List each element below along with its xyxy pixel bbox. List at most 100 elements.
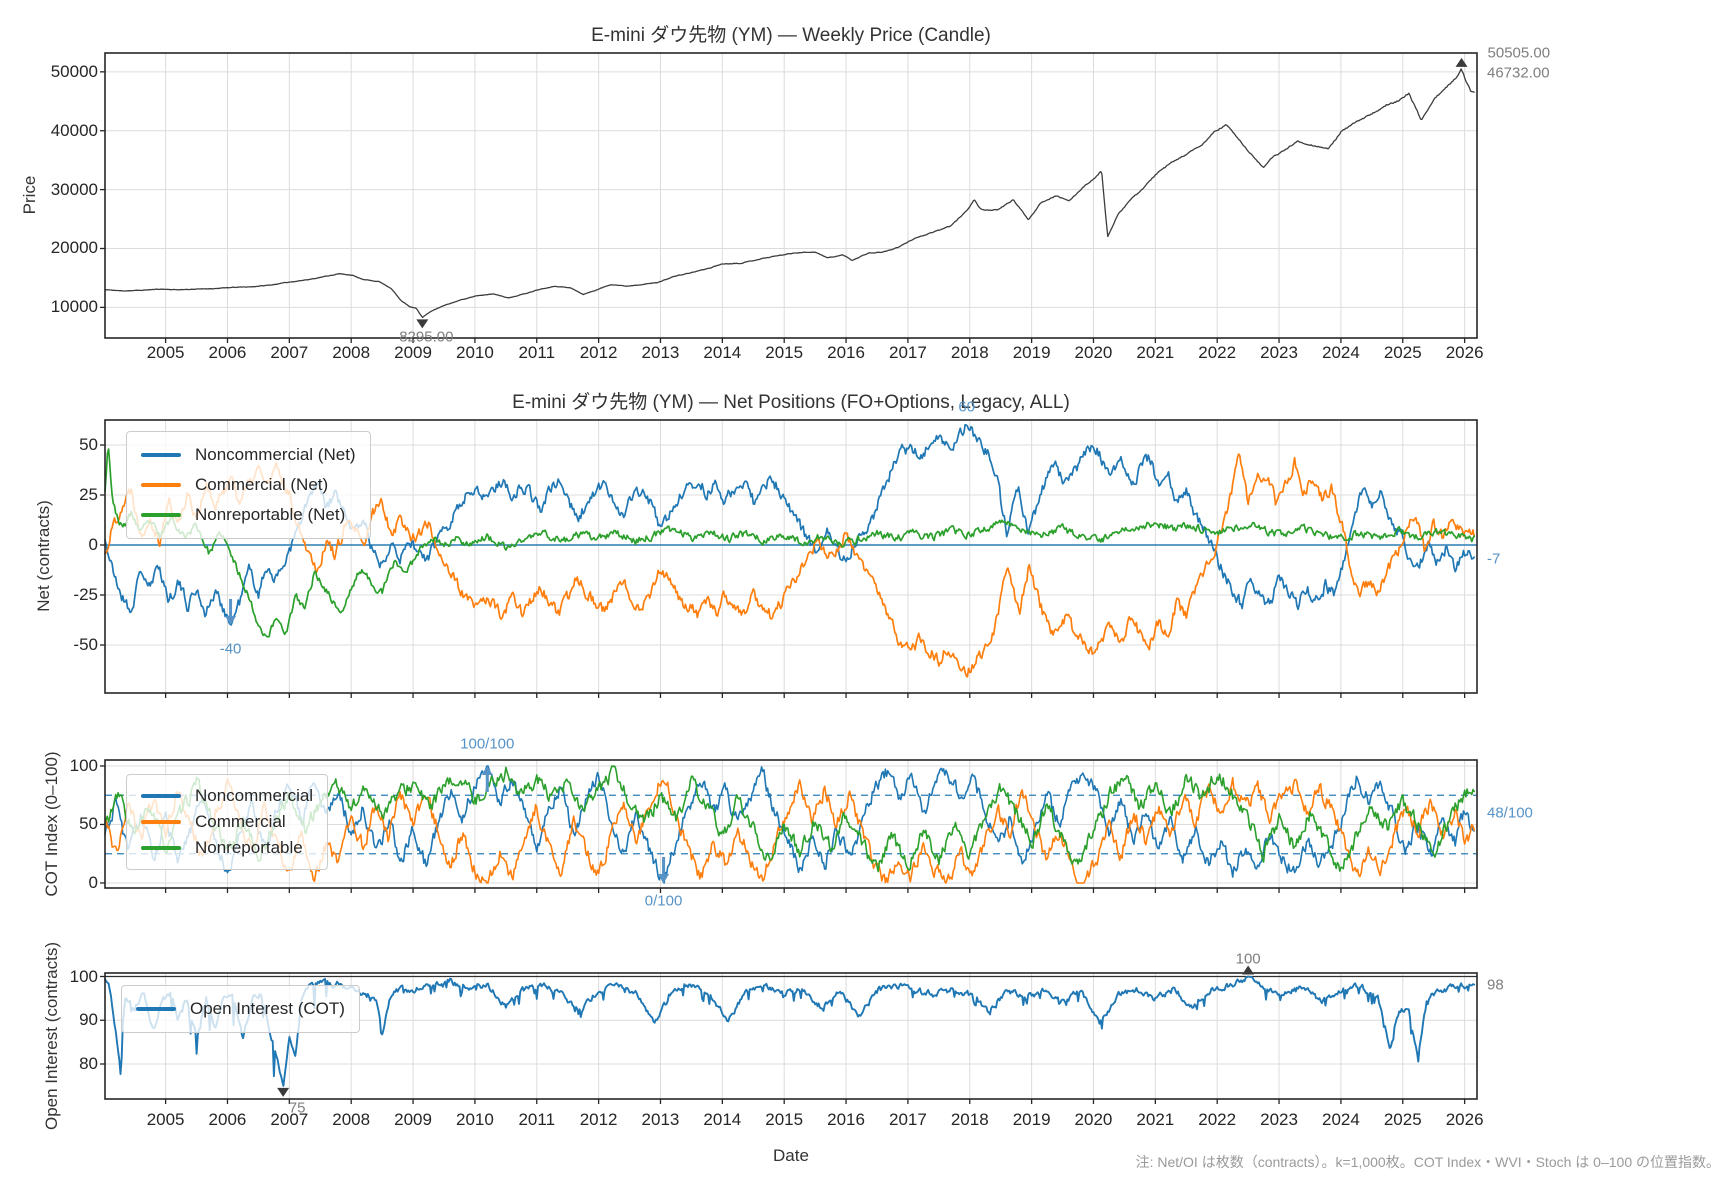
x-tick: 2019: [1012, 343, 1051, 362]
x-tick: 2010: [455, 343, 494, 362]
legend-label: Noncommercial (Net): [195, 445, 356, 464]
annotation-8295-00: 8295.00: [399, 328, 454, 346]
legend-line-swatch: [141, 453, 181, 457]
legend-line-swatch: [141, 846, 181, 850]
x-tick: 2012: [579, 1110, 618, 1129]
x-tick: 2005: [146, 343, 185, 362]
x-tick: 2020: [1074, 1110, 1113, 1129]
annotation--40: -40: [219, 640, 242, 658]
x-tick: 2024: [1321, 1110, 1360, 1129]
panel-4-y-tick: 100: [69, 966, 98, 986]
legend-item: Noncommercial: [141, 783, 313, 809]
panel-1-y-tick: 50000: [50, 61, 98, 81]
legend-item: Commercial: [141, 809, 313, 835]
panel-1-y-tick: 40000: [50, 120, 98, 140]
x-tick: 2022: [1198, 1110, 1237, 1129]
legend-item: Nonreportable (Net): [141, 500, 356, 530]
x-tick: 2024: [1321, 343, 1360, 362]
x-tick: 2015: [765, 343, 804, 362]
panel-3-legend: Noncommercial Commercial Nonreportable: [126, 774, 329, 870]
price-panel-title: E-mini ダウ先物 (YM) — Weekly Price (Candle): [591, 25, 991, 46]
x-tick: 2006: [208, 1110, 247, 1129]
annotation-100-100: 100/100: [460, 735, 515, 753]
x-tick: 2023: [1260, 343, 1298, 362]
x-tick: 2026: [1445, 343, 1484, 362]
x-tick: 2008: [332, 1110, 371, 1129]
x-tick: 2010: [455, 1110, 494, 1129]
panel-1-y-tick: 30000: [50, 179, 98, 199]
panel-3-y-tick: 50: [79, 814, 98, 834]
panel-2-y-tick: 50: [79, 435, 98, 454]
legend-item: Noncommercial (Net): [141, 440, 356, 470]
panel-3-y-tick: 0: [88, 872, 98, 892]
panel-2-legend: Noncommercial (Net) Commercial (Net) Nonre…: [126, 431, 371, 539]
panel-1-y-tick: 20000: [50, 238, 98, 258]
x-tick: 2012: [579, 343, 618, 362]
annotation-60: 60: [958, 398, 976, 416]
legend-line-swatch: [136, 1007, 176, 1011]
x-tick: 2015: [765, 1110, 804, 1129]
annotation-75: 75: [288, 1099, 306, 1117]
legend-item: Nonreportable: [141, 835, 313, 861]
footnote: 注: Net/OI は枚数（contracts）。k=1,000枚。COT In…: [1135, 1154, 1720, 1170]
annotation-100: 100: [1235, 950, 1261, 967]
x-tick: 2007: [270, 343, 309, 362]
x-tick: 2017: [888, 343, 927, 362]
annotation-98: 98: [1487, 976, 1504, 994]
x-tick: 2009: [394, 343, 432, 362]
panel-3-y-tick: 100: [69, 755, 98, 775]
legend-label: Commercial: [195, 812, 286, 831]
annotation--7: -7: [1487, 550, 1501, 568]
x-tick: 2025: [1383, 1110, 1422, 1129]
x-tick: 2011: [518, 343, 556, 362]
legend-label: Nonreportable (Net): [195, 505, 346, 524]
x-tick: 2014: [703, 1110, 742, 1129]
x-tick: 2018: [950, 343, 989, 362]
x-tick: 2007: [270, 1110, 309, 1129]
legend-line-swatch: [141, 483, 181, 487]
panel-4-legend: Open Interest (COT): [121, 985, 360, 1033]
legend-item: Open Interest (COT): [136, 994, 345, 1024]
x-tick: 2013: [641, 343, 680, 362]
annotation-46732-00: 46732.00: [1487, 64, 1550, 82]
panel-1-y-tick: 10000: [50, 297, 98, 317]
open-interest-y-axis-label: Open Interest (contracts): [42, 941, 61, 1131]
x-tick: 2023: [1260, 1110, 1298, 1129]
panel-2-y-tick: -50: [73, 635, 98, 654]
x-tick: 2020: [1074, 343, 1113, 362]
x-tick: 2021: [1136, 343, 1175, 362]
panel-2-y-tick: 0: [88, 535, 98, 554]
legend-line-swatch: [141, 820, 181, 824]
annotation-50505-00: 50505.00: [1487, 44, 1551, 62]
x-tick: 2014: [703, 343, 742, 362]
x-tick: 2009: [394, 1110, 432, 1129]
x-tick: 2013: [641, 1110, 680, 1129]
x-tick: 2011: [518, 1110, 556, 1129]
cot-index-y-axis-label: COT Index (0–100): [42, 751, 61, 897]
annotation-0-100: 0/100: [644, 892, 683, 910]
x-tick: 2022: [1198, 343, 1237, 362]
net-positions-panel-title: E-mini ダウ先物 (YM) — Net Positions (FO+Opt…: [512, 392, 1070, 413]
legend-label: Noncommercial: [195, 786, 314, 805]
price-y-axis-label: Price: [20, 175, 39, 215]
x-tick: 2016: [827, 343, 865, 362]
x-tick: 2025: [1383, 343, 1422, 362]
net-y-axis-label: Net (contracts): [34, 500, 53, 612]
x-tick: 2019: [1012, 1110, 1051, 1129]
x-tick: 2016: [827, 1110, 865, 1129]
panel-4-y-tick: 90: [79, 1010, 98, 1030]
x-tick: 2017: [888, 1110, 927, 1129]
legend-label: Nonreportable: [195, 838, 303, 857]
panel-4-y-tick: 80: [79, 1054, 98, 1073]
x-tick: 2026: [1445, 1110, 1484, 1129]
panel-2-y-tick: -25: [73, 585, 98, 604]
legend-line-swatch: [141, 513, 181, 517]
panel-2-y-tick: 25: [79, 485, 98, 504]
x-tick: 2008: [332, 343, 371, 362]
date-x-axis-label: Date: [773, 1146, 809, 1165]
x-tick: 2021: [1136, 1110, 1175, 1129]
x-tick: 2018: [950, 1110, 989, 1129]
x-tick: 2006: [208, 343, 247, 362]
annotation-48-100: 48/100: [1487, 804, 1533, 822]
